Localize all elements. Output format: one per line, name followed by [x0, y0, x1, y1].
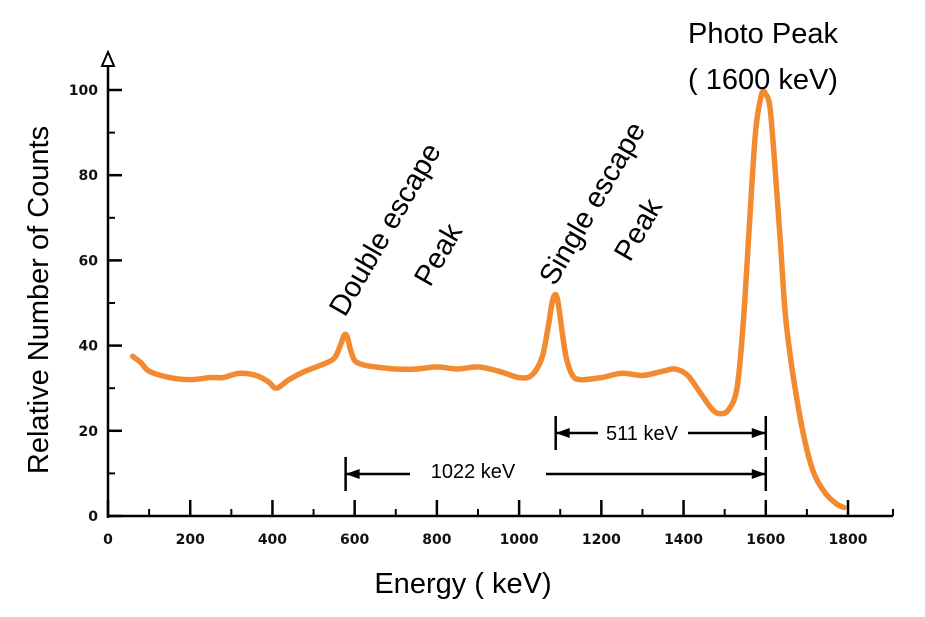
series-layer: [129, 88, 847, 511]
x-tick-label: 0: [103, 532, 113, 548]
y-tick-label: 80: [79, 168, 99, 184]
y-axis-arrow: [100, 49, 116, 67]
photo-peak-label-line1: Photo Peak: [688, 18, 838, 50]
double-range-left-arrow: [345, 469, 360, 479]
double-range-right-arrow: [751, 469, 766, 479]
single-range-left-arrow: [555, 428, 570, 438]
photo-peak-label-line2: ( 1600 keV): [688, 64, 838, 96]
y-tick-label: 100: [69, 83, 98, 99]
x-tick-label: 600: [340, 532, 369, 548]
y-tick-label: 60: [79, 253, 99, 269]
single-range-label: 511 keV: [606, 423, 679, 445]
y-axis-title: Relative Number of Counts: [23, 126, 55, 474]
x-tick-label: 1400: [664, 532, 703, 548]
ticks: 0 200 400 600 800 1000 1200 1400 1600 1800 0 20 40 60…: [69, 83, 894, 548]
x-tick-label: 1200: [582, 532, 621, 548]
x-tick-label: 1600: [746, 532, 785, 548]
x-tick-label: 200: [176, 532, 205, 548]
x-tick-label: 400: [258, 532, 287, 548]
double-escape-label-line1: Double escape: [323, 138, 447, 322]
y-tick-label: 40: [79, 339, 99, 355]
x-axis-title: Energy ( keV): [374, 568, 551, 600]
single-escape-label-line2: Peak: [608, 193, 669, 267]
y-tick-label: 0: [88, 509, 98, 525]
x-tick-label: 1800: [829, 532, 868, 548]
double-escape-label-line2: Peak: [408, 218, 469, 292]
spectrum-line: [129, 88, 847, 511]
x-tick-label: 800: [422, 532, 451, 548]
x-tick-label: 1000: [500, 532, 539, 548]
double-range-label: 1022 keV: [431, 461, 516, 483]
single-range-right-arrow: [751, 428, 766, 438]
y-tick-label: 20: [79, 424, 99, 440]
dimension-markers: [344, 416, 768, 491]
axes: [100, 49, 893, 518]
